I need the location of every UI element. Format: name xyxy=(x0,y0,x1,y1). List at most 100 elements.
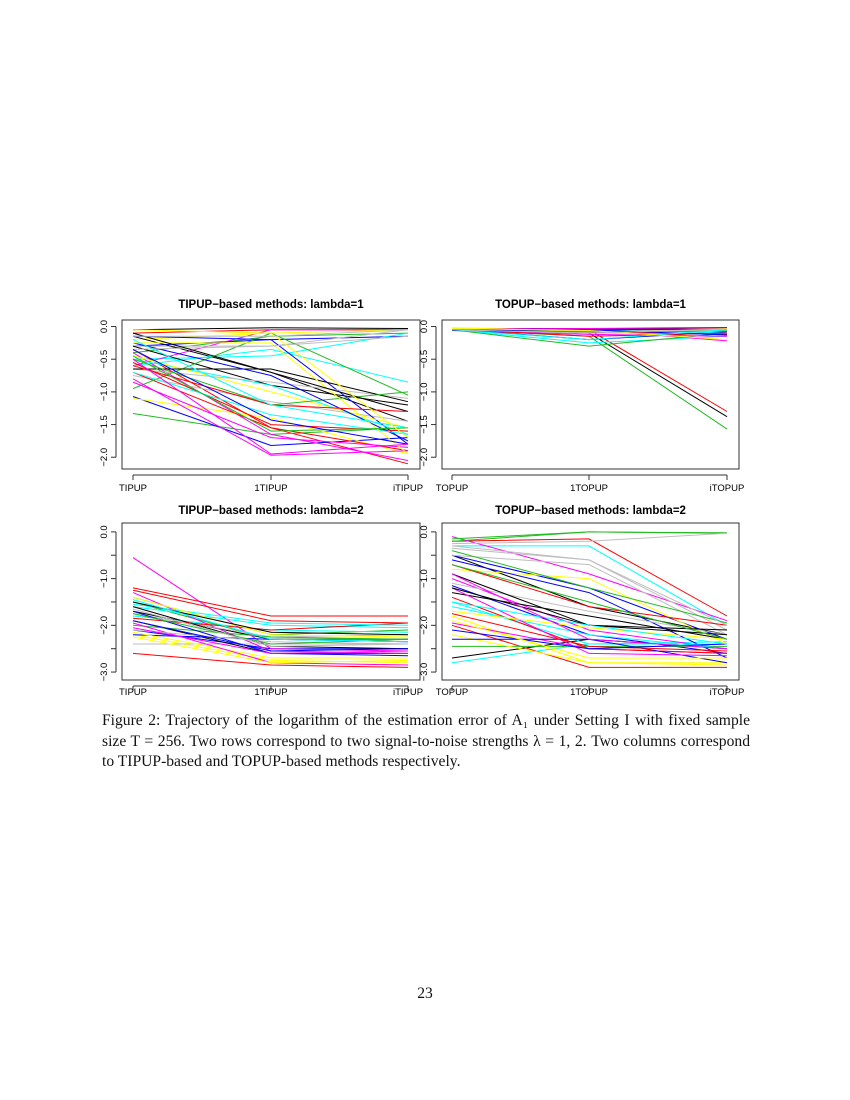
chart-panel-2: TOPUP−based methods: lambda=1 TOPUP 1TOPUP… xyxy=(419,299,744,494)
x-tick-label: iTOPUP xyxy=(710,483,745,494)
series-line-29 xyxy=(451,606,728,650)
y-tick-label: −0.5 xyxy=(419,350,430,369)
series-lines xyxy=(132,327,409,465)
x-tick-label: iTIPUP xyxy=(393,687,423,698)
series-line-1 xyxy=(132,327,409,331)
y-tick-label: 0.0 xyxy=(419,525,430,538)
x-tick-label: 1TOPUP xyxy=(570,687,608,698)
y-axis: 0.0 −0.5 −1.0 −1.5 −2.0 xyxy=(419,320,437,467)
series-line-21 xyxy=(451,329,728,341)
series-line-39 xyxy=(451,620,727,659)
series-line-5 xyxy=(451,329,728,344)
series-line-5 xyxy=(132,332,409,360)
chart-panel-4: TOPUP−based methods: lambda=2 TOPUP 1TOPUP… xyxy=(419,505,744,698)
plot-frame xyxy=(441,319,740,470)
series-line-29 xyxy=(132,599,409,643)
series-line-18 xyxy=(451,564,728,626)
series-line-34 xyxy=(451,613,728,652)
chart-title: TOPUP−based methods: lambda=2 xyxy=(495,505,686,517)
x-tick-label: TOPUP xyxy=(436,687,469,698)
x-tick-label: TIPUP xyxy=(119,687,147,698)
series-line-15 xyxy=(451,568,728,645)
series-line-26 xyxy=(132,589,409,624)
series-line-31 xyxy=(133,342,409,455)
series-line-27 xyxy=(451,550,728,624)
series-line-35 xyxy=(451,564,728,640)
y-tick-label: −1.0 xyxy=(99,383,110,402)
series-line-19 xyxy=(132,624,409,640)
series-line-30 xyxy=(132,381,409,448)
y-tick-label: −2.0 xyxy=(99,616,110,635)
series-line-39 xyxy=(132,329,409,438)
series-lines xyxy=(451,531,728,668)
series-line-28 xyxy=(132,620,409,652)
series-line-23 xyxy=(451,634,728,666)
series-line-32 xyxy=(451,547,728,626)
series-line-28 xyxy=(132,342,409,442)
y-tick-label: −1.0 xyxy=(99,569,110,588)
series-line-32 xyxy=(132,608,409,647)
series-line-7 xyxy=(132,634,409,664)
series-line-31 xyxy=(132,636,409,664)
series-line-16 xyxy=(451,554,728,636)
series-line-23 xyxy=(132,596,409,638)
plot-frame xyxy=(441,522,740,681)
series-line-3 xyxy=(451,329,728,430)
chart-panel-3: TIPUP−based methods: lambda=2 TIPUP 1TIPUP… xyxy=(99,505,423,698)
series-line-30 xyxy=(132,627,409,654)
y-axis: 0.0 −1.0 −2.0 −3.0 xyxy=(419,525,437,681)
y-tick-label: −0.5 xyxy=(99,350,110,369)
y-tick-label: −2.0 xyxy=(99,448,110,467)
series-line-12 xyxy=(132,396,409,447)
series-lines xyxy=(132,557,409,668)
chart-title: TIPUP−based methods: lambda=1 xyxy=(178,299,364,311)
series-line-23 xyxy=(132,355,409,429)
series-line-10 xyxy=(132,587,408,617)
x-tick-label: TOPUP xyxy=(436,483,469,494)
figure-2-panels: TIPUP−based methods: lambda=1 TIPUP 1TIPUP… xyxy=(99,299,744,698)
series-line-16 xyxy=(132,375,409,422)
series-line-2 xyxy=(452,329,728,412)
series-line-20 xyxy=(451,559,728,659)
series-line-21 xyxy=(132,603,409,626)
series-line-24 xyxy=(451,328,728,334)
series-line-2 xyxy=(132,652,409,668)
y-tick-label: 0.0 xyxy=(419,320,430,333)
series-line-33 xyxy=(132,332,409,412)
plot-frame xyxy=(121,319,421,470)
series-line-35 xyxy=(132,355,409,432)
x-tick-label: TIPUP xyxy=(119,483,147,494)
series-line-5 xyxy=(452,545,728,626)
y-tick-label: 0.0 xyxy=(99,525,110,538)
x-axis: TOPUP 1TOPUP iTOPUP xyxy=(436,685,744,698)
series-line-37 xyxy=(451,601,728,645)
series-line-24 xyxy=(132,629,409,645)
y-tick-label: −2.0 xyxy=(419,616,430,635)
series-line-11 xyxy=(451,531,728,540)
x-axis: TOPUP 1TOPUP iTOPUP xyxy=(436,474,745,494)
series-line-31 xyxy=(451,610,728,640)
y-tick-label: −1.5 xyxy=(99,415,110,434)
series-line-13 xyxy=(132,348,409,383)
series-line-29 xyxy=(132,371,409,435)
y-tick-label: −1.0 xyxy=(419,383,430,402)
series-line-18 xyxy=(451,328,728,337)
series-line-23 xyxy=(451,328,728,341)
series-line-15 xyxy=(132,397,409,455)
series-line-40 xyxy=(133,329,409,337)
y-tick-label: −3.0 xyxy=(99,663,110,682)
series-line-18 xyxy=(132,617,409,631)
series-line-1 xyxy=(451,554,728,636)
x-tick-label: 1TIPUP xyxy=(254,483,287,494)
y-tick-label: −2.0 xyxy=(419,448,430,467)
y-axis: 0.0 −1.0 −2.0 −3.0 xyxy=(99,525,117,682)
series-line-40 xyxy=(451,532,728,545)
y-tick-label: −1.0 xyxy=(419,569,430,588)
series-line-32 xyxy=(132,335,409,350)
series-line-6 xyxy=(451,536,728,622)
figure-caption: Figure 2: Trajectory of the logarithm of… xyxy=(102,712,750,770)
chart-panel-1: TIPUP−based methods: lambda=1 TIPUP 1TIPUP… xyxy=(99,299,423,494)
y-axis: 0.0 −0.5 −1.0 −1.5 −2.0 xyxy=(99,320,117,467)
page-number: 23 xyxy=(417,985,433,1002)
